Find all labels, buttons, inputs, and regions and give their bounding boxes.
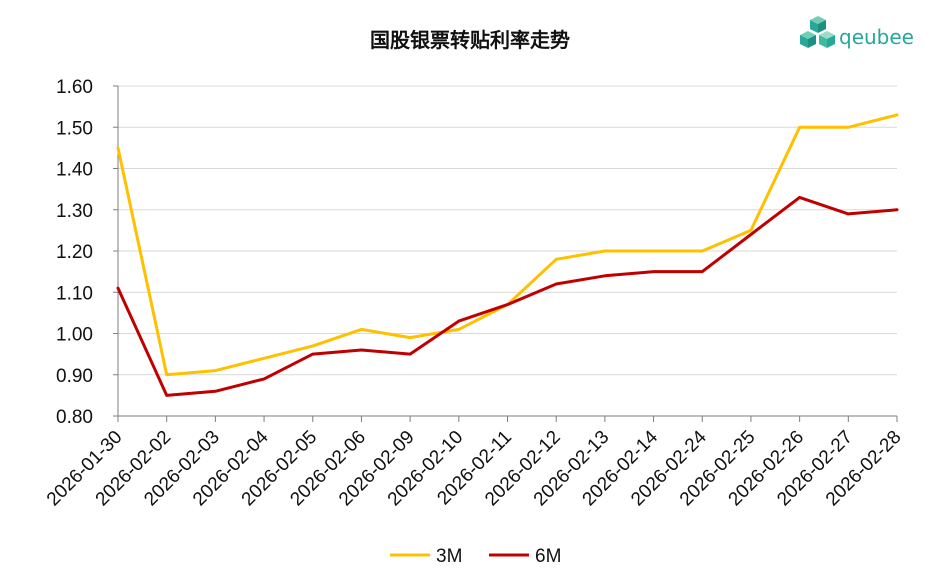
data-point-6m (360, 348, 363, 352)
data-point-3m (749, 229, 753, 232)
legend-label: 6M (535, 546, 561, 567)
data-point-6m (506, 303, 509, 306)
data-point-6m (116, 286, 120, 290)
y-tick-label: 1.30 (56, 201, 93, 222)
legend: 3M 6M (390, 546, 561, 567)
x-axis: 2026-01-302026-02-022026-02-032026-02-04… (43, 415, 906, 510)
data-point-6m (262, 377, 266, 381)
data-point-3m (554, 258, 558, 261)
data-point-6m (652, 270, 655, 273)
data-point-6m (847, 212, 850, 216)
y-tick-label: 1.50 (56, 118, 93, 139)
y-tick-label: 0.90 (56, 366, 93, 387)
data-point-6m (603, 274, 607, 277)
data-point-3m (116, 146, 120, 150)
data-point-3m (798, 126, 801, 129)
data-point-3m (457, 328, 461, 331)
data-point-3m (603, 249, 607, 253)
series-lines (116, 113, 899, 397)
data-point-3m (165, 373, 168, 376)
grid-lines (118, 85, 897, 376)
data-point-3m (847, 126, 850, 129)
data-point-6m (895, 208, 899, 211)
y-tick-label: 0.80 (56, 407, 93, 428)
data-point-3m (311, 344, 314, 348)
series-line-3m (116, 113, 899, 377)
data-point-6m (798, 196, 801, 199)
legend-label: 3M (436, 546, 462, 567)
data-point-6m (701, 270, 704, 273)
data-point-3m (701, 249, 704, 253)
brand-name: qeubee (839, 25, 914, 49)
data-point-3m (360, 328, 363, 331)
data-point-3m (652, 249, 655, 253)
legend-item-3m: 3M (390, 546, 462, 567)
data-point-6m (749, 233, 753, 236)
brand-logo: qeubee (800, 16, 914, 49)
y-tick-label: 1.40 (56, 160, 93, 181)
y-tick-label: 1.10 (56, 283, 93, 304)
data-point-3m (262, 357, 266, 360)
data-point-6m (408, 352, 412, 356)
data-point-6m (165, 394, 168, 397)
data-point-3m (895, 113, 899, 117)
y-axis: 0.80 0.90 1.00 1.10 1.20 1.30 1.40 1.50 1.60 (56, 77, 119, 428)
data-point-6m (457, 319, 461, 323)
chart-title: 国股银票转贴利率走势 (370, 28, 570, 52)
y-tick-label: 1.20 (56, 242, 93, 263)
data-point-6m (554, 282, 558, 286)
data-point-3m (408, 336, 412, 339)
data-point-3m (214, 369, 217, 372)
y-tick-label: 1.00 (56, 325, 93, 346)
data-point-6m (214, 390, 217, 393)
data-point-6m (311, 352, 314, 356)
y-tick-label: 1.60 (56, 77, 93, 98)
legend-item-6m: 6M (489, 546, 561, 567)
cube-cluster-icon (800, 16, 835, 48)
